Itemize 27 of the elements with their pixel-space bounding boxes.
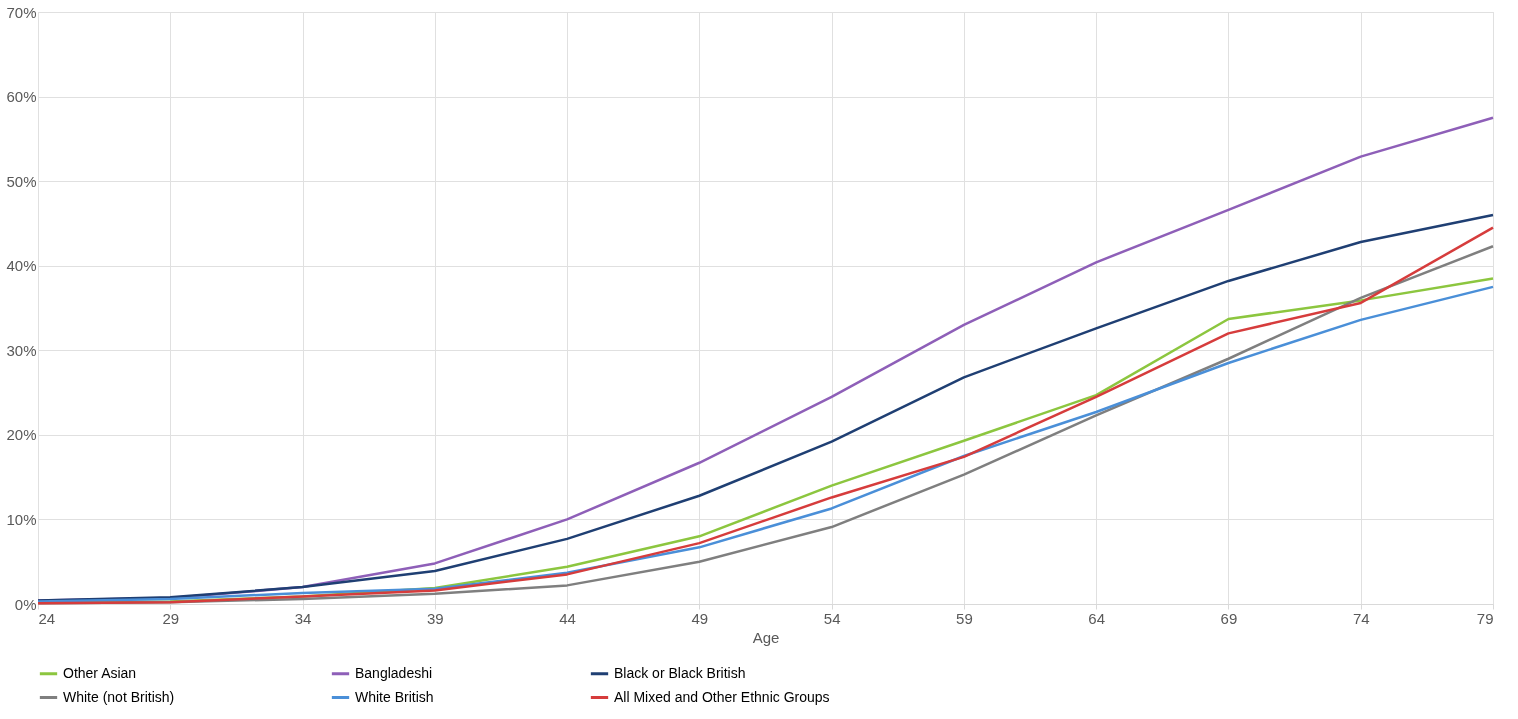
legend-label: White British: [355, 688, 434, 705]
x-tick-label: 29: [162, 609, 180, 627]
y-tick-label: 10%: [6, 510, 37, 528]
legend-label: Black or Black British: [614, 664, 746, 681]
x-tick-label: 24: [38, 609, 56, 627]
legend-label: White (not British): [63, 688, 175, 705]
legend-label: Other Asian: [63, 664, 137, 681]
x-tick-label: 39: [426, 609, 444, 627]
x-tick-label: 64: [1088, 609, 1106, 627]
y-tick-label: 20%: [6, 426, 37, 444]
x-tick-label: 59: [956, 609, 973, 627]
x-tick-label: 34: [294, 609, 312, 627]
legend-label: Bangladeshi: [355, 664, 433, 681]
x-tick-label: 44: [559, 609, 576, 627]
x-tick-label: 69: [1220, 609, 1238, 627]
x-tick-label: 79: [1476, 609, 1494, 627]
x-tick-label: 54: [823, 609, 841, 627]
legend-label: All Mixed and Other Ethnic Groups: [614, 688, 830, 705]
y-tick-label: 60%: [6, 88, 37, 106]
x-axis-title: Age: [752, 628, 780, 646]
y-tick-label: 30%: [6, 341, 37, 359]
x-tick-label: 49: [691, 609, 709, 627]
x-tick-label: 74: [1352, 609, 1370, 627]
y-tick-label: 0%: [14, 595, 37, 613]
y-tick-label: 40%: [6, 257, 37, 275]
y-tick-label: 50%: [6, 172, 37, 190]
y-tick-label: 70%: [6, 3, 37, 21]
